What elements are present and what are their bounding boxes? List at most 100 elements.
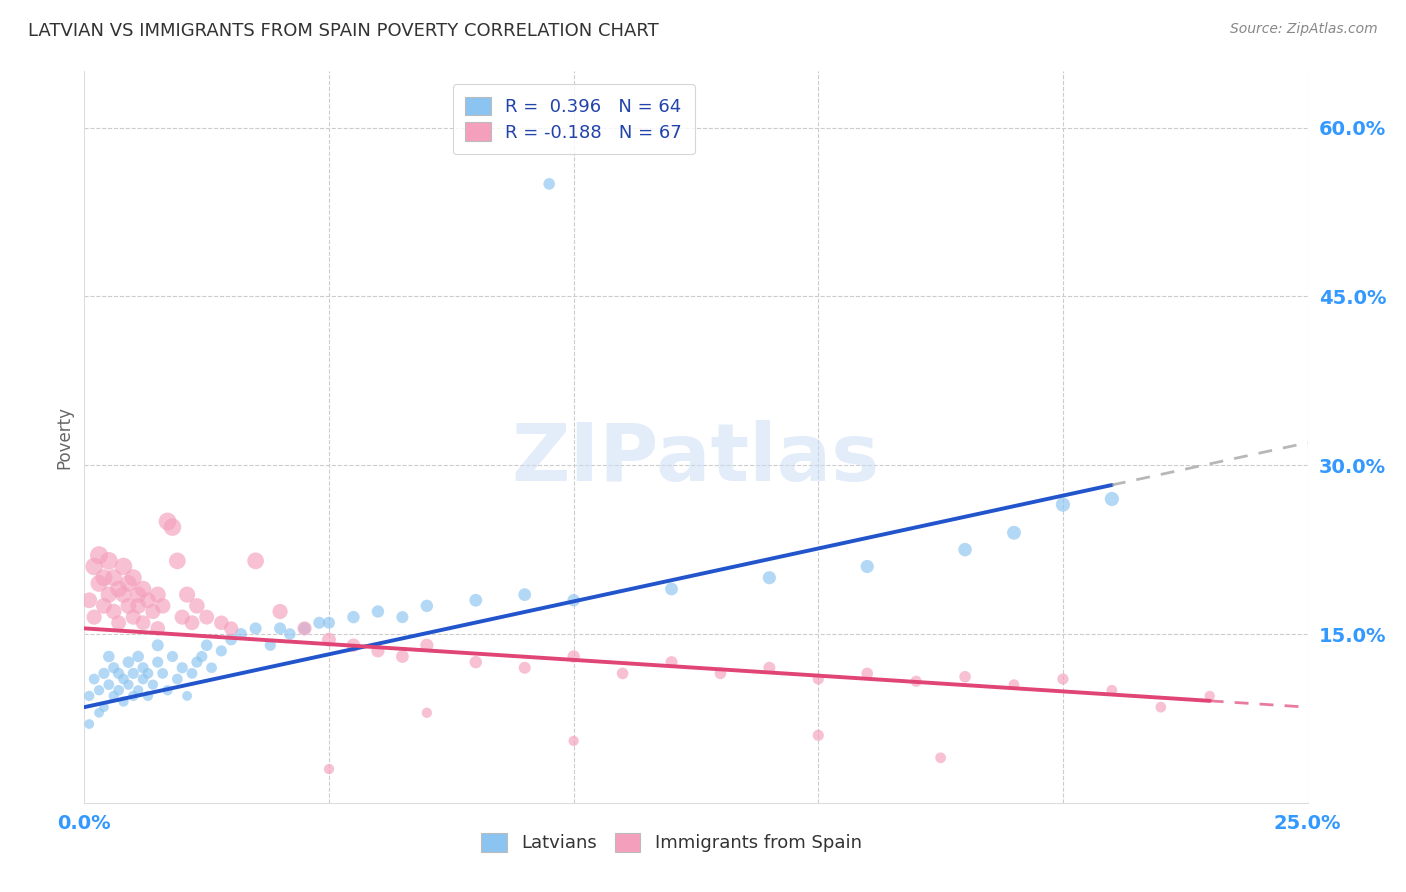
Point (93, 599, 115, 613)
Point (112, 588, 135, 602)
Point (259, 638, 281, 652)
Text: LATVIAN VS IMMIGRANTS FROM SPAIN POVERTY CORRELATION CHART: LATVIAN VS IMMIGRANTS FROM SPAIN POVERTY… (28, 22, 659, 40)
Point (132, 672, 155, 686)
Point (156, 515, 179, 529)
Point (87, 706, 110, 720)
Point (562, 593, 585, 607)
Point (245, 621, 267, 635)
Point (195, 638, 218, 652)
Point (146, 638, 169, 652)
Point (146, 655, 169, 669)
Point (856, 666, 879, 681)
Point (127, 649, 149, 664)
Point (181, 666, 204, 681)
Point (152, 666, 174, 681)
Point (103, 571, 125, 585)
Point (308, 615, 330, 630)
Point (318, 632, 340, 647)
Point (318, 762, 340, 776)
Point (709, 666, 731, 681)
Point (103, 661, 125, 675)
Point (416, 599, 439, 613)
Point (117, 655, 139, 669)
Point (391, 649, 413, 664)
Point (367, 644, 389, 658)
Point (87, 576, 110, 591)
Point (142, 605, 165, 619)
Point (77, 717, 100, 731)
Point (464, 655, 486, 669)
Point (1101, 491, 1123, 506)
Point (661, 655, 683, 669)
Point (1002, 525, 1025, 540)
Point (186, 599, 208, 613)
Point (416, 638, 439, 652)
Point (83, 559, 105, 574)
Text: ZIPatlas: ZIPatlas (512, 420, 880, 498)
Point (278, 627, 301, 641)
Point (122, 610, 145, 624)
Point (136, 593, 159, 607)
Point (122, 689, 145, 703)
Point (856, 559, 879, 574)
Point (612, 666, 634, 681)
Point (117, 599, 139, 613)
Point (1002, 678, 1025, 692)
Point (661, 582, 683, 596)
Point (1198, 689, 1220, 703)
Point (176, 689, 198, 703)
Point (269, 605, 291, 619)
Point (1052, 498, 1074, 512)
Point (162, 520, 184, 534)
Point (97, 588, 120, 602)
Point (905, 674, 928, 689)
Point (87, 548, 110, 562)
Point (269, 621, 291, 635)
Point (186, 655, 208, 669)
Point (107, 683, 129, 698)
Text: Source: ZipAtlas.com: Source: ZipAtlas.com (1230, 22, 1378, 37)
Point (209, 644, 232, 658)
Point (107, 666, 129, 681)
Point (391, 610, 413, 624)
Point (146, 588, 169, 602)
Point (97, 554, 120, 568)
Point (166, 554, 188, 568)
Point (142, 678, 165, 692)
Point (87, 683, 110, 698)
Point (97, 678, 120, 692)
Point (758, 661, 780, 675)
Point (807, 728, 830, 742)
Point (156, 683, 179, 698)
Point (342, 610, 364, 624)
Point (127, 683, 149, 698)
Point (127, 599, 149, 613)
Point (562, 734, 585, 748)
Point (117, 678, 139, 692)
Point (464, 593, 486, 607)
Point (166, 672, 188, 686)
Point (172, 661, 194, 675)
Point (107, 582, 129, 596)
Point (209, 615, 232, 630)
Point (77, 593, 100, 607)
Point (132, 615, 155, 630)
Point (152, 599, 174, 613)
Point (112, 694, 135, 708)
Point (112, 559, 135, 574)
Point (807, 672, 830, 686)
Point (191, 649, 214, 664)
Point (83, 610, 105, 624)
Point (219, 621, 242, 635)
Point (294, 621, 316, 635)
Point (117, 576, 139, 591)
Point (200, 661, 222, 675)
Point (93, 571, 115, 585)
Point (367, 605, 389, 619)
Point (181, 615, 204, 630)
Point (195, 610, 218, 624)
Point (1052, 672, 1074, 686)
Point (132, 582, 155, 596)
Point (538, 177, 561, 191)
Point (758, 571, 780, 585)
